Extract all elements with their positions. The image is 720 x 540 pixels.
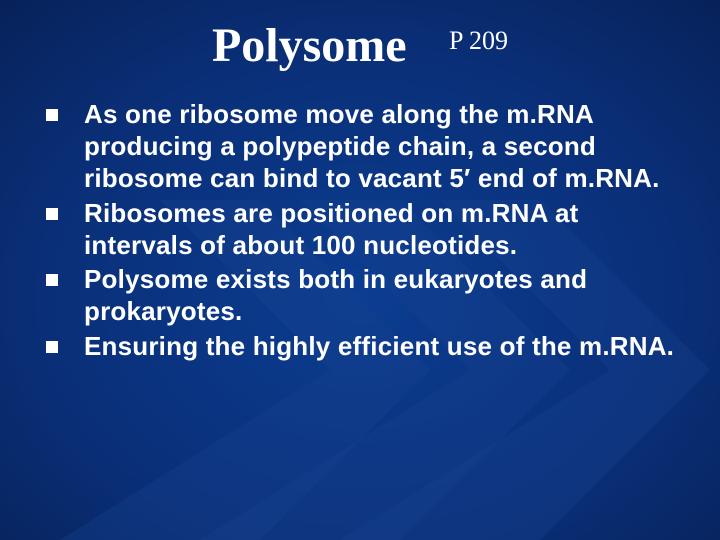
slide-title: Polysome (212, 18, 407, 73)
bullet-icon (46, 274, 58, 286)
bullet-text: Ensuring the highly efficient use of the… (84, 330, 674, 362)
slide: Polysome P 209 As one ribosome move alon… (0, 0, 720, 540)
bullet-text: Polysome exists both in eukaryotes and p… (84, 263, 680, 327)
page-reference: P 209 (449, 26, 508, 56)
list-item: Ribosomes are positioned on m.RNA at int… (44, 197, 680, 261)
bullet-icon (46, 109, 58, 121)
list-item: Polysome exists both in eukaryotes and p… (44, 263, 680, 327)
bullet-list: As one ribosome move along the m.RNA pro… (44, 98, 680, 364)
bullet-icon (46, 341, 58, 353)
bullet-text: As one ribosome move along the m.RNA pro… (84, 98, 680, 195)
bullet-text: Ribosomes are positioned on m.RNA at int… (84, 197, 680, 261)
list-item: Ensuring the highly efficient use of the… (44, 330, 680, 362)
bullet-icon (46, 208, 58, 220)
list-item: As one ribosome move along the m.RNA pro… (44, 98, 680, 195)
title-row: Polysome P 209 (0, 18, 720, 73)
